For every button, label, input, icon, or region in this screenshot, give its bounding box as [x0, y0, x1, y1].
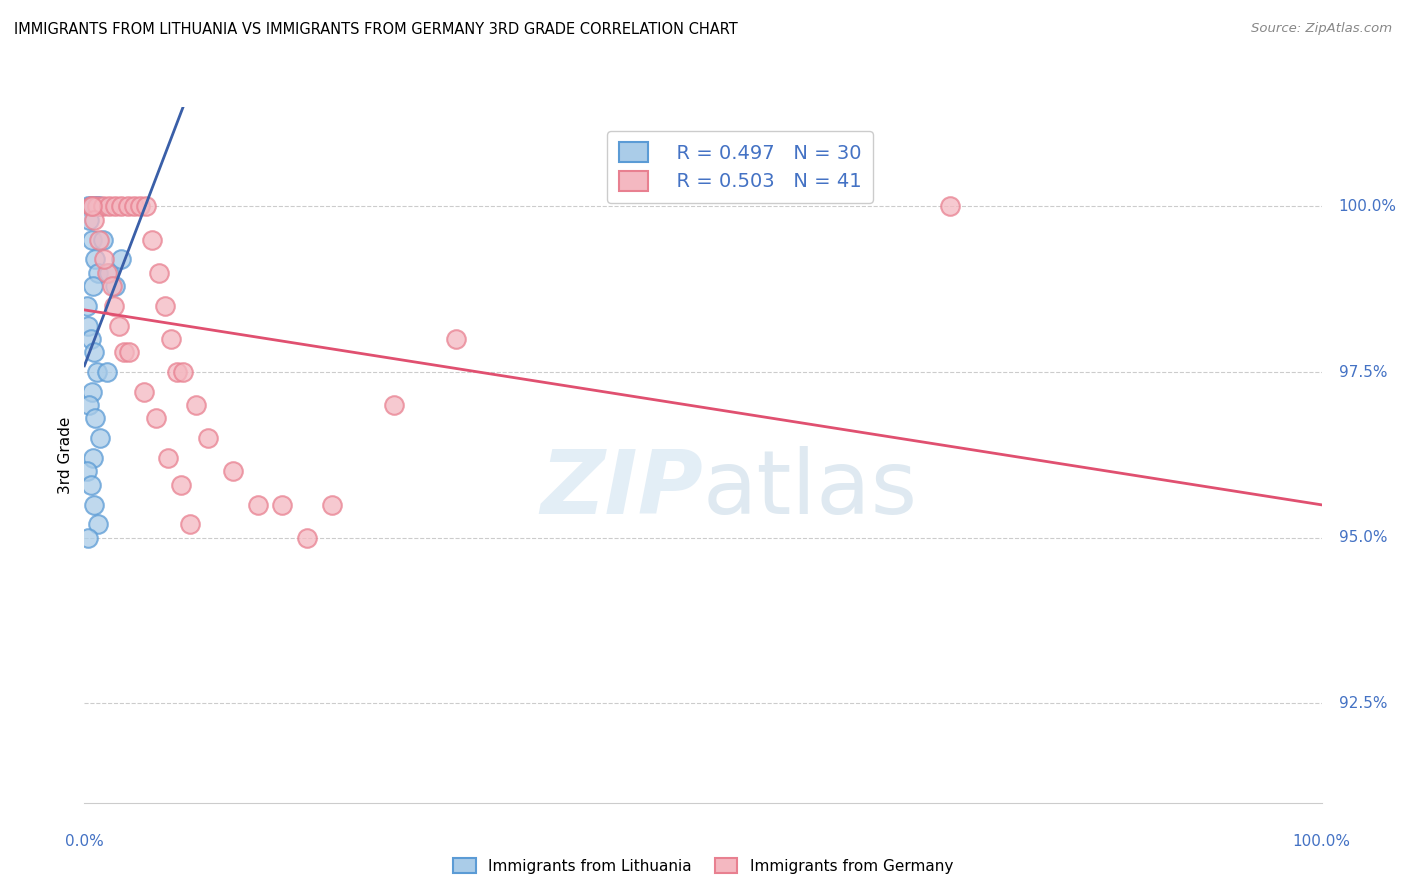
Point [145, 411, 167, 425]
Point [153, 299, 176, 313]
Point [79, 199, 101, 213]
Text: 92.5%: 92.5% [1339, 696, 1386, 711]
Point [100, 279, 122, 293]
Point [295, 531, 318, 545]
Point [104, 279, 127, 293]
Point [83, 212, 105, 227]
Point [103, 299, 125, 313]
Point [110, 252, 132, 267]
Text: ZIP: ZIP [540, 446, 703, 533]
Point [89, 431, 111, 445]
Text: IMMIGRANTS FROM LITHUANIA VS IMMIGRANTS FROM GERMANY 3RD GRADE CORRELATION CHART: IMMIGRANTS FROM LITHUANIA VS IMMIGRANTS … [14, 22, 738, 37]
Point [160, 332, 183, 346]
Point [77, 318, 100, 333]
Point [110, 199, 132, 213]
Point [79, 477, 101, 491]
Point [271, 498, 294, 512]
Point [98, 266, 121, 280]
Point [82, 451, 104, 466]
Point [83, 345, 105, 359]
Point [222, 465, 245, 479]
Point [93, 252, 115, 267]
Point [91, 233, 114, 247]
Point [246, 498, 269, 512]
Point [77, 531, 100, 545]
Point [129, 199, 152, 213]
Point [98, 199, 121, 213]
Point [79, 398, 101, 412]
Point [80, 233, 103, 247]
Point [135, 199, 157, 213]
Point [86, 199, 108, 213]
Point [89, 233, 111, 247]
Point [148, 266, 170, 280]
Point [83, 498, 105, 512]
Text: 95.0%: 95.0% [1339, 530, 1386, 545]
Point [76, 465, 98, 479]
Point [79, 199, 101, 213]
Point [91, 199, 114, 213]
Point [84, 252, 107, 267]
Point [79, 212, 101, 227]
Point [112, 345, 135, 359]
Point [83, 199, 105, 213]
Point [86, 199, 108, 213]
Y-axis label: 3rd Grade: 3rd Grade [58, 417, 73, 493]
Point [197, 431, 219, 445]
Point [321, 498, 343, 512]
Text: 100.0%: 100.0% [1339, 199, 1396, 214]
Point [117, 199, 139, 213]
Text: 100.0%: 100.0% [1292, 834, 1351, 849]
Point [118, 345, 141, 359]
Point [141, 233, 163, 247]
Text: Source: ZipAtlas.com: Source: ZipAtlas.com [1251, 22, 1392, 36]
Point [96, 365, 118, 379]
Point [86, 365, 108, 379]
Point [108, 318, 131, 333]
Point [89, 199, 111, 213]
Legend:   R = 0.497   N = 30,   R = 0.503   N = 41: R = 0.497 N = 30, R = 0.503 N = 41 [607, 130, 873, 202]
Point [104, 199, 127, 213]
Point [80, 384, 103, 399]
Point [157, 451, 180, 466]
Point [939, 199, 962, 213]
Point [184, 398, 207, 412]
Point [79, 332, 101, 346]
Point [166, 365, 188, 379]
Point [122, 199, 145, 213]
Point [82, 279, 104, 293]
Point [179, 517, 201, 532]
Point [76, 299, 98, 313]
Point [382, 398, 405, 412]
Point [87, 517, 110, 532]
Point [132, 384, 155, 399]
Text: 0.0%: 0.0% [65, 834, 104, 849]
Point [87, 266, 110, 280]
Point [170, 477, 193, 491]
Point [444, 332, 467, 346]
Text: 97.5%: 97.5% [1339, 365, 1386, 380]
Point [96, 266, 118, 280]
Text: atlas: atlas [703, 446, 918, 533]
Point [80, 199, 103, 213]
Point [172, 365, 194, 379]
Legend: Immigrants from Lithuania, Immigrants from Germany: Immigrants from Lithuania, Immigrants fr… [447, 852, 959, 880]
Point [77, 199, 100, 213]
Point [84, 411, 107, 425]
